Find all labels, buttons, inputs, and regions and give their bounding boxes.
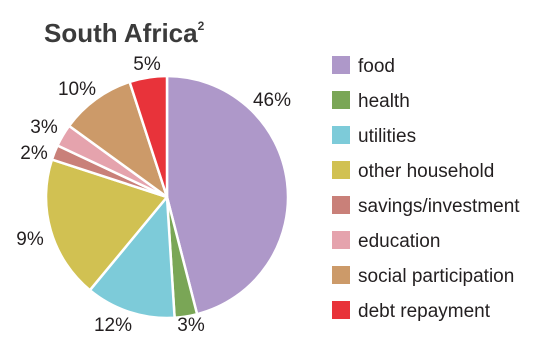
legend-label: health: [358, 91, 410, 112]
legend-item: savings/investment: [332, 196, 520, 217]
chart-title: South Africa2: [44, 18, 205, 48]
legend-label: debt repayment: [358, 301, 491, 322]
legend-item: utilities: [332, 126, 416, 147]
legend-swatch: [332, 196, 350, 214]
legend-item: education: [332, 231, 440, 252]
slice-value-label: 3%: [177, 315, 205, 336]
legend-item: social participation: [332, 266, 514, 287]
legend-label: food: [358, 56, 395, 77]
legend-label: other household: [358, 161, 494, 182]
legend-label: education: [358, 231, 440, 252]
pie-slice-food: [165, 74, 290, 316]
chart-title-superscript: 2: [198, 19, 205, 33]
legend-swatch: [332, 301, 350, 319]
legend-swatch: [332, 266, 350, 284]
legend-swatch: [332, 231, 350, 249]
legend-item: debt repayment: [332, 301, 491, 322]
slice-value-label: 10%: [58, 79, 96, 100]
legend-swatch: [332, 161, 350, 179]
pie-slices: [44, 74, 290, 320]
legend-swatch: [332, 91, 350, 109]
pie-slice-other-household: [44, 158, 169, 292]
legend-swatch: [332, 56, 350, 74]
legend: food health utilities other household saving…: [332, 56, 520, 322]
legend-item: other household: [332, 161, 494, 182]
slice-value-label: 2%: [20, 143, 48, 164]
slice-value-labels: 46%3%12%9%2%3%10%5%: [16, 54, 291, 336]
slice-value-label: 3%: [30, 117, 58, 138]
legend-label: savings/investment: [358, 196, 520, 217]
pie-slice-utilities: [88, 195, 176, 320]
slice-value-label: 12%: [94, 315, 132, 336]
legend-item: health: [332, 91, 410, 112]
pie-slice-debt-repayment: [128, 74, 169, 199]
chart-title-text: South Africa: [44, 18, 198, 48]
slice-value-label: 9%: [16, 229, 44, 250]
pie-slice-social-participation: [67, 80, 169, 199]
legend-item: food: [332, 56, 395, 77]
slice-value-label: 46%: [253, 90, 291, 111]
legend-label: utilities: [358, 126, 416, 147]
legend-swatch: [332, 126, 350, 144]
legend-label: social participation: [358, 266, 514, 287]
slice-value-label: 5%: [133, 54, 161, 75]
